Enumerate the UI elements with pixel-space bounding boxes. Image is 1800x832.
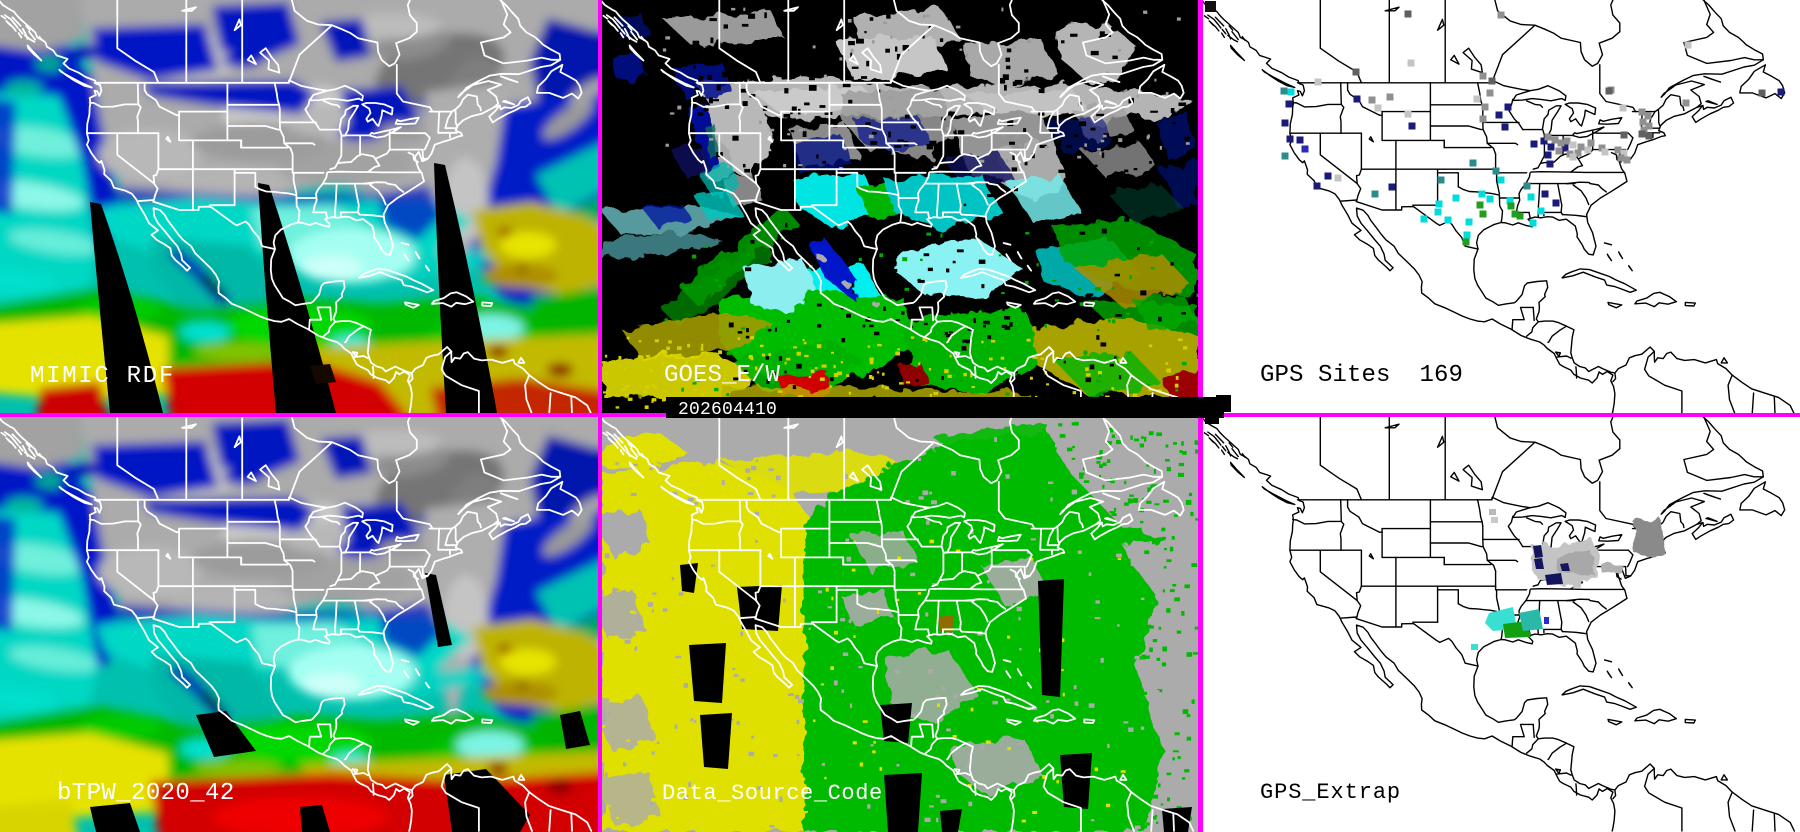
svg-text:GPS_Extrap: GPS_Extrap bbox=[1260, 780, 1401, 805]
svg-text:bTPW_2020_42: bTPW_2020_42 bbox=[57, 780, 235, 807]
svg-text:GOES_E/W: GOES_E/W bbox=[664, 362, 781, 389]
svg-text:GPS Sites 169: GPS Sites 169 bbox=[1260, 362, 1463, 389]
svg-text:202604410: 202604410 bbox=[678, 400, 777, 420]
svg-text:MIMIC RDF: MIMIC RDF bbox=[30, 363, 175, 390]
svg-text:Data_Source_Code: Data_Source_Code bbox=[662, 781, 883, 806]
